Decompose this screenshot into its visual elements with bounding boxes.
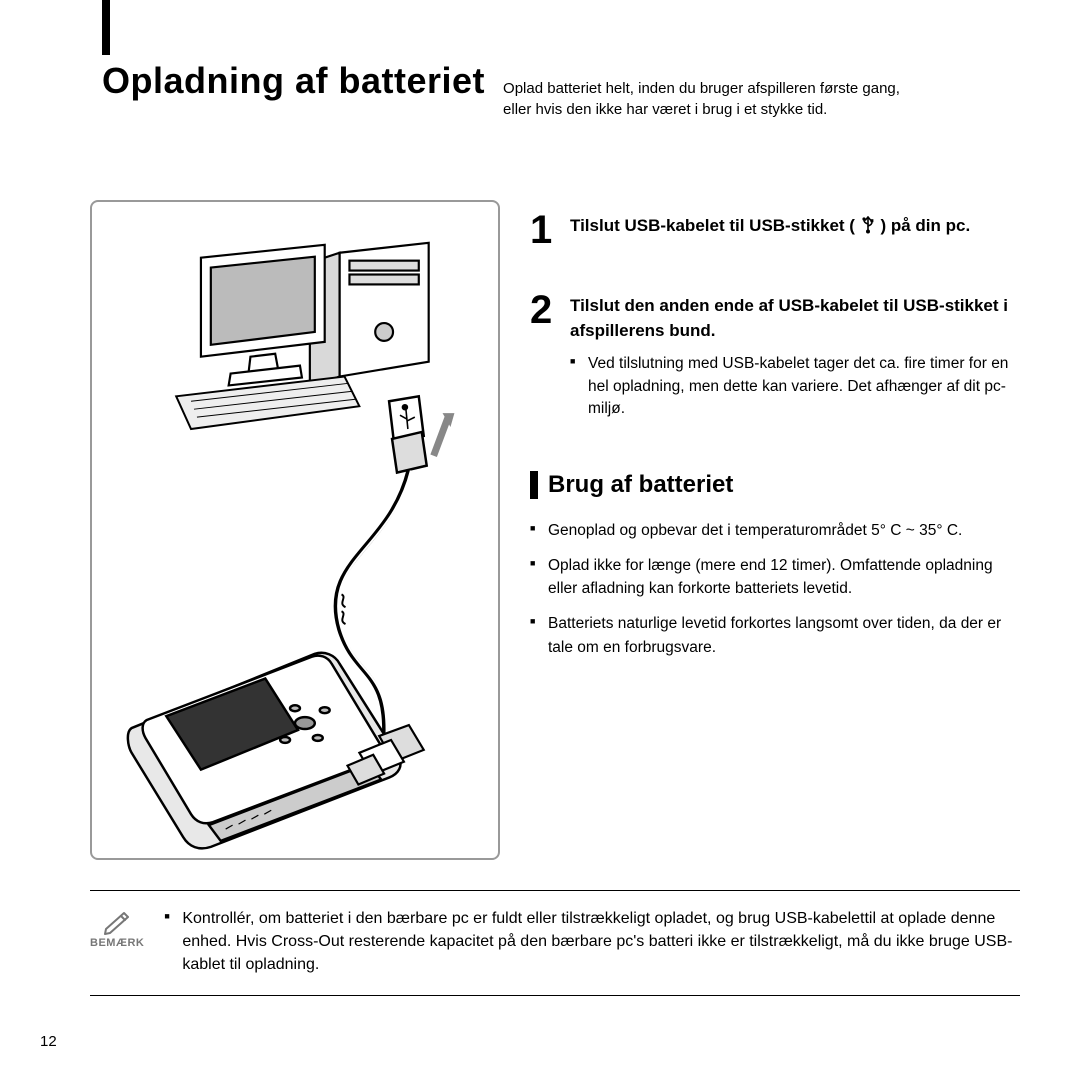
title-rule <box>102 0 110 55</box>
usb-connection-illustration <box>92 202 498 858</box>
step-1-text-b: ) på din pc. <box>880 216 970 235</box>
step-2-body: Tilslut den anden ende af USB-kabelet ti… <box>570 290 1020 421</box>
step-2-bullet: Ved tilslutning med USB-kabelet tager de… <box>570 353 1020 420</box>
note-bullet: Kontrollér, om batteriet i den bærbare p… <box>164 907 1020 977</box>
step-1-head: Tilslut USB-kabelet til USB-stikket ( <box>570 214 970 242</box>
note-icon-block: BEMÆRK <box>90 907 144 977</box>
intro-text: Oplad batteriet helt, inden du bruger af… <box>503 72 923 120</box>
step-2: 2 Tilslut den anden ende af USB-kabelet … <box>530 290 1020 421</box>
pencil-note-icon <box>100 907 134 935</box>
battery-bullet-3: Batteriets naturlige levetid forkortes l… <box>530 612 1020 659</box>
page-number: 12 <box>40 1033 57 1050</box>
usb-icon <box>860 214 876 242</box>
manual-page: Opladning af batteriet Oplad batteriet h… <box>0 0 1080 1080</box>
divider-bottom <box>90 995 1020 996</box>
page-title: Opladning af batteriet <box>102 60 485 102</box>
step-2-head: Tilslut den anden ende af USB-kabelet ti… <box>570 294 1020 343</box>
battery-usage-section: Brug af batteriet Genoplad og opbevar de… <box>530 471 1020 659</box>
note-row: BEMÆRK Kontrollér, om batteriet i den bæ… <box>90 907 1020 977</box>
illustration <box>90 200 500 860</box>
battery-bullet-list: Genoplad og opbevar det i temperaturområ… <box>530 519 1020 659</box>
divider-top <box>90 890 1020 891</box>
step-2-number: 2 <box>530 290 558 421</box>
note-label: BEMÆRK <box>90 937 144 949</box>
step-1-number: 1 <box>530 210 558 250</box>
steps-column: 1 Tilslut USB-kabelet til USB-stikket ( <box>530 200 1020 860</box>
battery-bullet-1: Genoplad og opbevar det i temperaturområ… <box>530 519 1020 542</box>
title-row: Opladning af batteriet Oplad batteriet h… <box>102 60 1020 120</box>
content-area: 1 Tilslut USB-kabelet til USB-stikket ( <box>90 200 1020 860</box>
note-text: Kontrollér, om batteriet i den bærbare p… <box>164 907 1020 977</box>
battery-usage-title: Brug af batteriet <box>530 471 1020 499</box>
step-1-body: Tilslut USB-kabelet til USB-stikket ( <box>570 210 970 250</box>
step-1-text-a: Tilslut USB-kabelet til USB-stikket ( <box>570 216 855 235</box>
step-1: 1 Tilslut USB-kabelet til USB-stikket ( <box>530 210 1020 250</box>
battery-bullet-2: Oplad ikke for længe (mere end 12 timer)… <box>530 554 1020 601</box>
step-2-bullets: Ved tilslutning med USB-kabelet tager de… <box>570 353 1020 420</box>
